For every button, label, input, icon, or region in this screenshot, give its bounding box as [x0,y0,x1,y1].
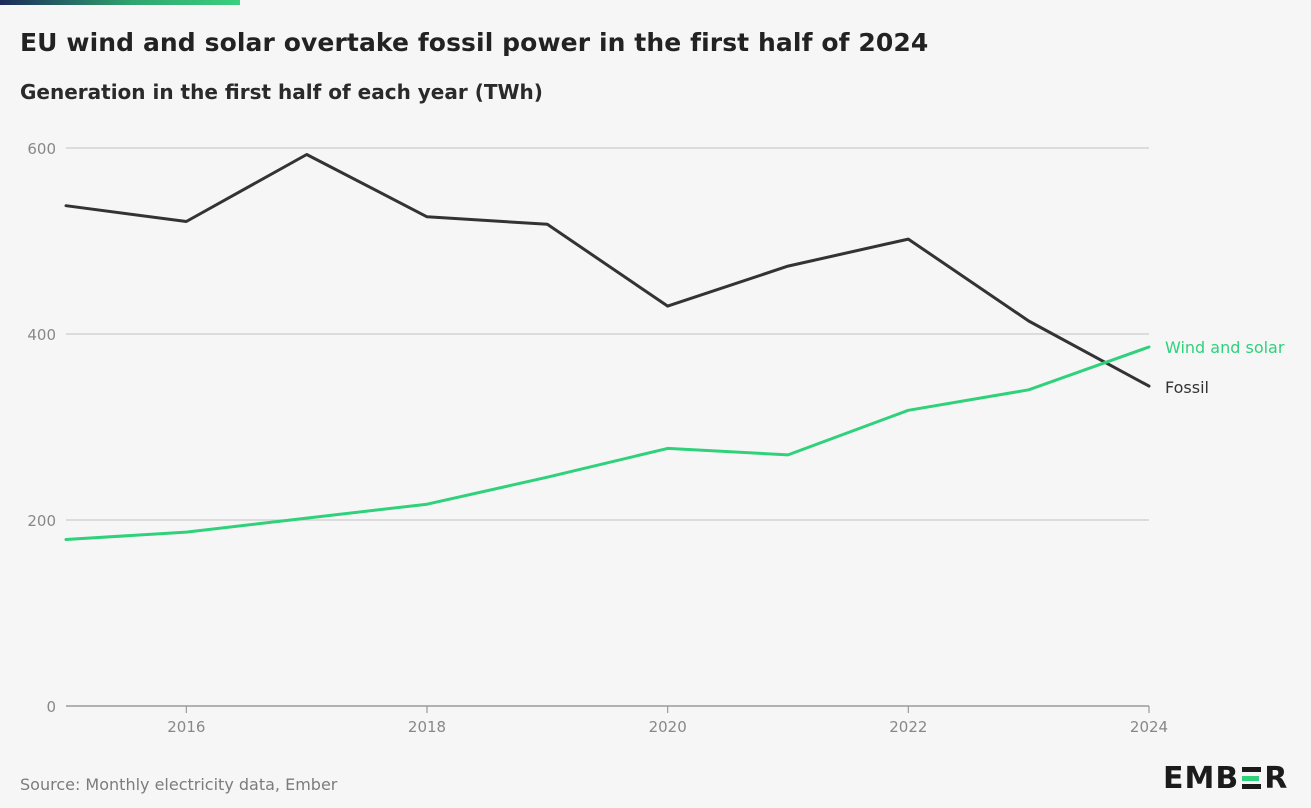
x-tick-label-2016: 2016 [167,718,205,736]
y-tick-label-0: 0 [46,698,56,716]
x-tick-label-2018: 2018 [408,718,446,736]
top-accent-bar [0,0,240,5]
chart-title: EU wind and solar overtake fossil power … [20,28,929,57]
y-tick-label-400: 400 [27,326,56,344]
y-tick-label-600: 600 [27,140,56,158]
logo-text-right: R [1264,760,1289,796]
legend-label-fossil: Fossil [1165,378,1209,397]
logo-text-left: EMB [1163,760,1240,796]
legend-label-wind-and-solar: Wind and solar [1165,338,1285,357]
y-tick-label-200: 200 [27,512,56,530]
logo-e-glyph [1242,767,1262,789]
ember-logo: EMB R [1163,760,1289,796]
series-line-wind-and-solar [64,345,1151,541]
x-tick-label-2024: 2024 [1130,718,1168,736]
x-tick-label-2020: 2020 [649,718,687,736]
chart-subtitle: Generation in the first half of each yea… [20,80,543,104]
x-tick-label-2022: 2022 [889,718,927,736]
source-note: Source: Monthly electricity data, Ember [20,775,338,794]
line-chart: 0 200 400 600 2016 2018 2020 2022 2024 Fossil Wind… [27,140,1285,736]
series-line-fossil [64,153,1151,388]
